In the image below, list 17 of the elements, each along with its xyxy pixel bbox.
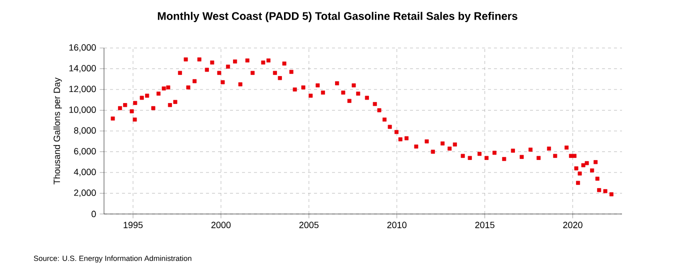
x-tick-label: 2010 [387, 222, 407, 228]
y-tick-label: 12,000 [69, 86, 96, 94]
x-tick-label: 2020 [563, 222, 582, 228]
x-tick-label: 2000 [211, 222, 231, 228]
chart-title: Monthly West Coast (PADD 5) Total Gasoline Retail Sales by Refiners [158, 12, 518, 22]
y-tick-label: 10,000 [69, 106, 96, 114]
y-tick-label: 6,000 [74, 148, 96, 156]
x-tick-label: 2015 [475, 222, 494, 228]
y-tick-label: 0 [92, 210, 96, 218]
y-axis-title: Thousand Gallons per Day [53, 78, 62, 184]
y-tick-label: 4,000 [74, 168, 96, 176]
x-tick-label: 2005 [299, 222, 319, 228]
y-tick-label: 8,000 [74, 127, 96, 135]
y-tick-label: 16,000 [69, 44, 96, 52]
x-tick-label: 1995 [124, 222, 143, 228]
y-tick-label: 14,000 [69, 65, 96, 72]
y-tick-label: 2,000 [74, 190, 96, 197]
